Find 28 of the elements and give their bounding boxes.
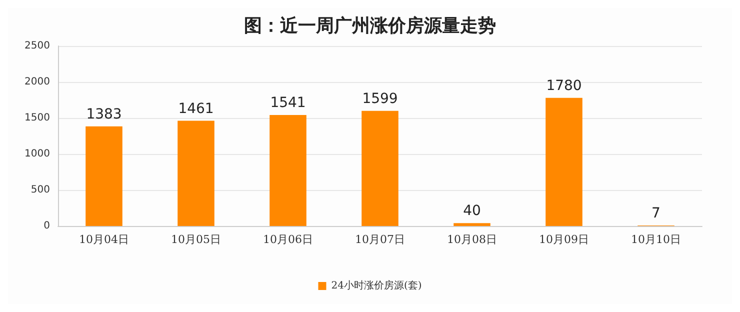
bar [362,110,398,226]
data-label: 7 [652,205,660,222]
y-tick-label: 2500 [24,40,50,52]
x-tick-label: 10月07日 [355,233,405,246]
x-tick-label: 10月04日 [79,233,129,246]
data-label: 1599 [362,90,398,107]
x-tick-label: 10月06日 [263,233,313,246]
y-tick-label: 2000 [24,76,50,88]
data-label: 1541 [270,95,306,112]
y-tick-label: 0 [44,220,50,232]
x-tick-label: 10月05日 [171,233,221,246]
x-tick-label: 10月09日 [539,233,589,246]
legend-label: 24小时涨价房源(套) [331,280,422,292]
bar [270,115,306,226]
data-label: 1383 [86,106,122,122]
data-label: 1780 [546,78,582,94]
y-tick-label: 1500 [24,112,50,124]
bar [86,126,122,226]
y-tick-label: 1000 [24,148,50,160]
x-tick-label: 10月10日 [631,233,681,246]
bar [454,223,490,226]
data-label: 40 [463,203,481,220]
chart-title: 图：近一周广州涨价房源量走势 [244,16,496,36]
y-tick-label: 500 [30,184,50,196]
x-tick-label: 10月08日 [447,233,497,246]
data-label: 1461 [178,100,214,117]
bar [178,120,214,226]
bar [546,98,582,226]
